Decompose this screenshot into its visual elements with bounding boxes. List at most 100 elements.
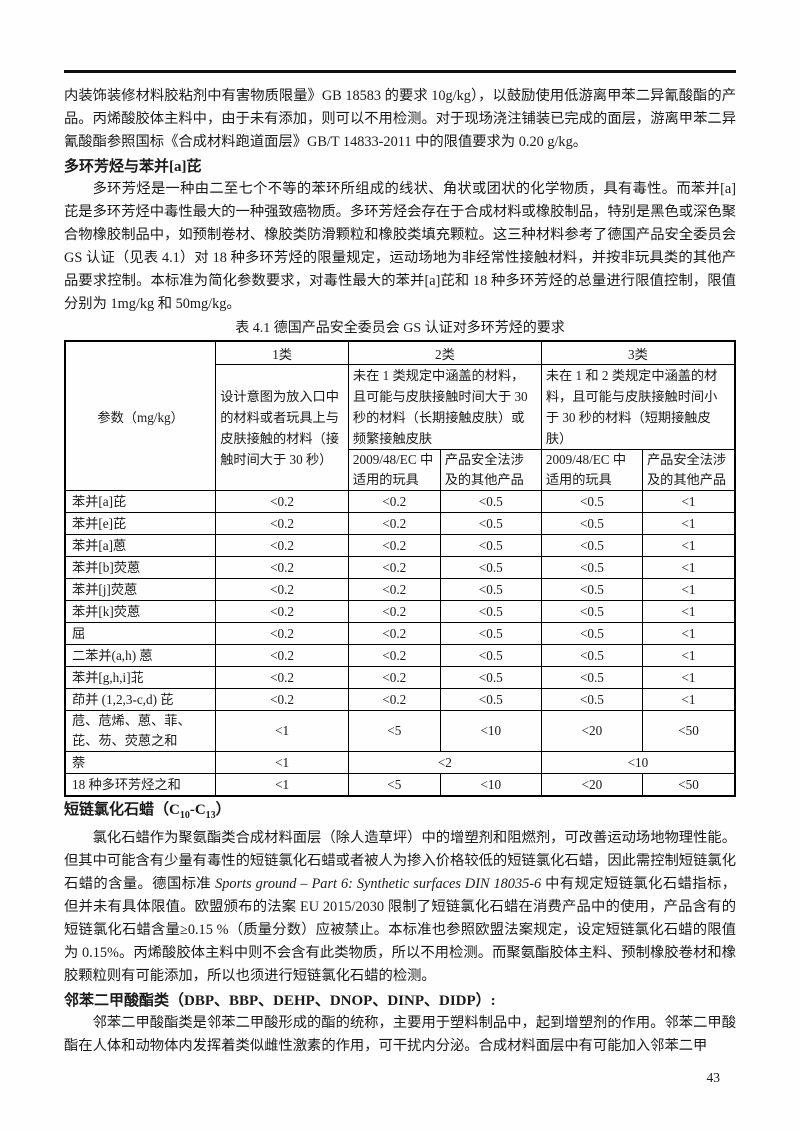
limit-value-cell: <0.2 — [215, 556, 349, 579]
limit-value-cell: <0.2 — [347, 490, 441, 513]
param-name-cell: 18 种多环芳烃之和 — [64, 773, 217, 797]
pah-paragraph: 多环芳烃是一种由二至七个不等的苯环所组成的线状、角状或团状的化学物质，具有毒性。… — [64, 181, 736, 312]
limit-value-cell: <0.2 — [347, 600, 441, 623]
param-name-cell: 苯并[a]芘 — [64, 490, 217, 513]
pah-limits-table: 参数（mg/kg） 1类 2类 3类 设计意图为放入口中的材料或者玩具上与皮肤接… — [64, 340, 736, 797]
limit-value-cell: <2 — [347, 751, 542, 774]
limit-value-cell: <0.5 — [439, 534, 542, 557]
table-row: 18 种多环芳烃之和 <1 <5 <10 <20 <50 — [64, 773, 736, 797]
sccp-section-heading: 短链氯化石蜡（C10-C13） — [64, 799, 736, 827]
param-name-cell: 苯并[j]荧蒽 — [64, 578, 217, 601]
limit-value-cell: <0.5 — [540, 556, 644, 579]
param-name-cell: 苊、苊烯、蒽、菲、芘、芴、荧蒽之和 — [64, 710, 217, 752]
limit-value-cell: <0.5 — [439, 600, 542, 623]
limit-value-cell: <0.5 — [540, 512, 644, 535]
sccp-heading-subscript: 13 — [205, 810, 216, 821]
limit-value-cell: <0.2 — [215, 644, 349, 667]
limit-value-cell: <0.5 — [540, 600, 644, 623]
limit-value-cell: <0.2 — [215, 490, 349, 513]
param-name-cell: 茚并 (1,2,3-c,d) 芘 — [64, 688, 217, 711]
class1-label-cell: 1类 — [215, 340, 349, 365]
limit-value-cell: <20 — [540, 710, 644, 752]
limit-value-cell: <0.2 — [347, 688, 441, 711]
limit-value-cell: <0.2 — [215, 666, 349, 689]
limit-value-cell: <0.5 — [439, 622, 542, 645]
param-name-cell: 苯并[e]芘 — [64, 512, 217, 535]
limit-value-cell: <0.5 — [439, 666, 542, 689]
sccp-paragraph: 氯化石蜡作为聚氨酯类合成材料面层（除人造草坪）中的增塑剂和阻燃剂，可改善运动场地… — [64, 827, 736, 988]
sccp-paragraph-text: 中有规定短链氯化石蜡指标，但并未有具体限值。欧盟颁布的法案 EU 2015/20… — [64, 876, 737, 984]
limit-value-cell: <1 — [642, 534, 736, 557]
param-name-cell: 二苯并(a,h) 蒽 — [64, 644, 217, 667]
limit-value-cell: <1 — [642, 512, 736, 535]
pah-section-heading: 多环芳烃与苯并[a]芘 — [64, 159, 202, 175]
limit-value-cell: <10 — [439, 710, 542, 752]
table-row: 萘 <1 <2 <10 — [64, 751, 736, 774]
limit-value-cell: <10 — [540, 751, 736, 774]
limit-value-cell: <0.2 — [347, 534, 441, 557]
limit-value-cell: <0.2 — [347, 666, 441, 689]
param-name-cell: 苯并[g,h,i]苝 — [64, 666, 217, 689]
limit-value-cell: <50 — [642, 710, 736, 752]
limit-value-cell: <10 — [439, 773, 542, 797]
class3-other-products-subheader: 产品安全法涉及的其他产品 — [642, 449, 736, 491]
table-header-row-classes: 参数（mg/kg） 1类 2类 3类 — [64, 340, 736, 491]
class2-desc-cell: 未在 1 类规定中涵盖的材料，且可能与皮肤接触时间大于 30 秒的材料（长期接触… — [347, 364, 542, 450]
limit-value-cell: <1 — [642, 600, 736, 623]
limit-value-cell: <1 — [642, 556, 736, 579]
table-row: 二苯并(a,h) 蒽 <0.2 <0.2 <0.5 <0.5 <1 — [64, 644, 736, 667]
limit-value-cell: <1 — [642, 622, 736, 645]
limit-value-cell: <0.2 — [347, 644, 441, 667]
table-row: 茚并 (1,2,3-c,d) 芘 <0.2 <0.2 <0.5 <0.5 <1 — [64, 688, 736, 711]
limit-value-cell: <0.5 — [439, 512, 542, 535]
header-rule — [64, 70, 736, 73]
table-row: 苯并[a]芘 <0.2 <0.2 <0.5 <0.5 <1 — [64, 490, 736, 513]
limit-value-cell: <0.2 — [347, 622, 441, 645]
sccp-paragraph-text: 氯化石蜡作为聚氨酯类合成材料面层（除人造草坪）中的增塑剂和阻燃剂，可改善运动场地… — [64, 830, 736, 892]
limit-value-cell: <5 — [347, 710, 441, 752]
class3-toys-subheader: 2009/48/EC 中适用的玩具 — [540, 449, 644, 491]
sccp-heading-subscript: 10 — [179, 810, 190, 821]
limit-value-cell: <0.2 — [215, 688, 349, 711]
limit-value-cell: <1 — [642, 688, 736, 711]
limit-value-cell: <0.5 — [540, 666, 644, 689]
limit-value-cell: <0.2 — [215, 534, 349, 557]
limit-value-cell: <0.5 — [540, 644, 644, 667]
table-caption: 表 4.1 德国产品安全委员会 GS 认证对多环芳烃的要求 — [235, 321, 565, 336]
intro-paragraph: 内装饰装修材料胶粘剂中有害物质限量》GB 18583 的要求 10g/kg），以… — [64, 88, 736, 150]
limit-value-cell: <1 — [215, 710, 349, 752]
table-row: 苯并[g,h,i]苝 <0.2 <0.2 <0.5 <0.5 <1 — [64, 666, 736, 689]
table-row: 苯并[j]荧蒽 <0.2 <0.2 <0.5 <0.5 <1 — [64, 578, 736, 601]
limit-value-cell: <5 — [347, 773, 441, 797]
class3-label-cell: 3类 — [540, 340, 736, 365]
sccp-heading-text: 短链氯化石蜡（C — [64, 802, 180, 818]
table-row: 苯并[e]芘 <0.2 <0.2 <0.5 <0.5 <1 — [64, 512, 736, 535]
sccp-heading-text: -C — [189, 802, 206, 818]
din-standard-title: Sports ground – Part 6: Synthetic surfac… — [215, 876, 542, 892]
limit-value-cell: <50 — [642, 773, 736, 797]
phthalate-paragraph: 邻苯二甲酸酯类是邻苯二甲酸形成的酯的统称，主要用于塑料制品中，起到增塑剂的作用。… — [64, 1015, 736, 1054]
class2-toys-subheader: 2009/48/EC 中适用的玩具 — [347, 449, 441, 491]
table-row: 苊、苊烯、蒽、菲、芘、芴、荧蒽之和 <1 <5 <10 <20 <50 — [64, 710, 736, 752]
limit-value-cell: <1 — [642, 644, 736, 667]
limit-value-cell: <1 — [215, 751, 349, 774]
class2-label-cell: 2类 — [347, 340, 542, 365]
param-name-cell: 屈 — [64, 622, 217, 645]
table-row: 屈 <0.2 <0.2 <0.5 <0.5 <1 — [64, 622, 736, 645]
table-row: 苯并[a]蒽 <0.2 <0.2 <0.5 <0.5 <1 — [64, 534, 736, 557]
limit-value-cell: <0.5 — [439, 688, 542, 711]
limit-value-cell: <1 — [215, 773, 349, 797]
phthalate-section-heading: 邻苯二甲酸酯类（DBP、BBP、DEHP、DNOP、DINP、DIDP）: — [64, 993, 496, 1009]
param-header-cell: 参数（mg/kg） — [64, 340, 217, 491]
param-name-cell: 苯并[k]荧蒽 — [64, 600, 217, 623]
param-name-cell: 苯并[b]荧蒽 — [64, 556, 217, 579]
class3-desc-cell: 未在 1 和 2 类规定中涵盖的材料，且可能与皮肤接触时间小于 30 秒的材料（… — [540, 364, 736, 450]
param-name-cell: 苯并[a]蒽 — [64, 534, 217, 557]
limit-value-cell: <0.5 — [439, 644, 542, 667]
limit-value-cell: <0.5 — [540, 578, 644, 601]
limit-value-cell: <0.5 — [540, 534, 644, 557]
limit-value-cell: <0.2 — [215, 512, 349, 535]
sccp-heading-text: ） — [215, 802, 231, 818]
param-name-cell: 萘 — [64, 751, 217, 774]
